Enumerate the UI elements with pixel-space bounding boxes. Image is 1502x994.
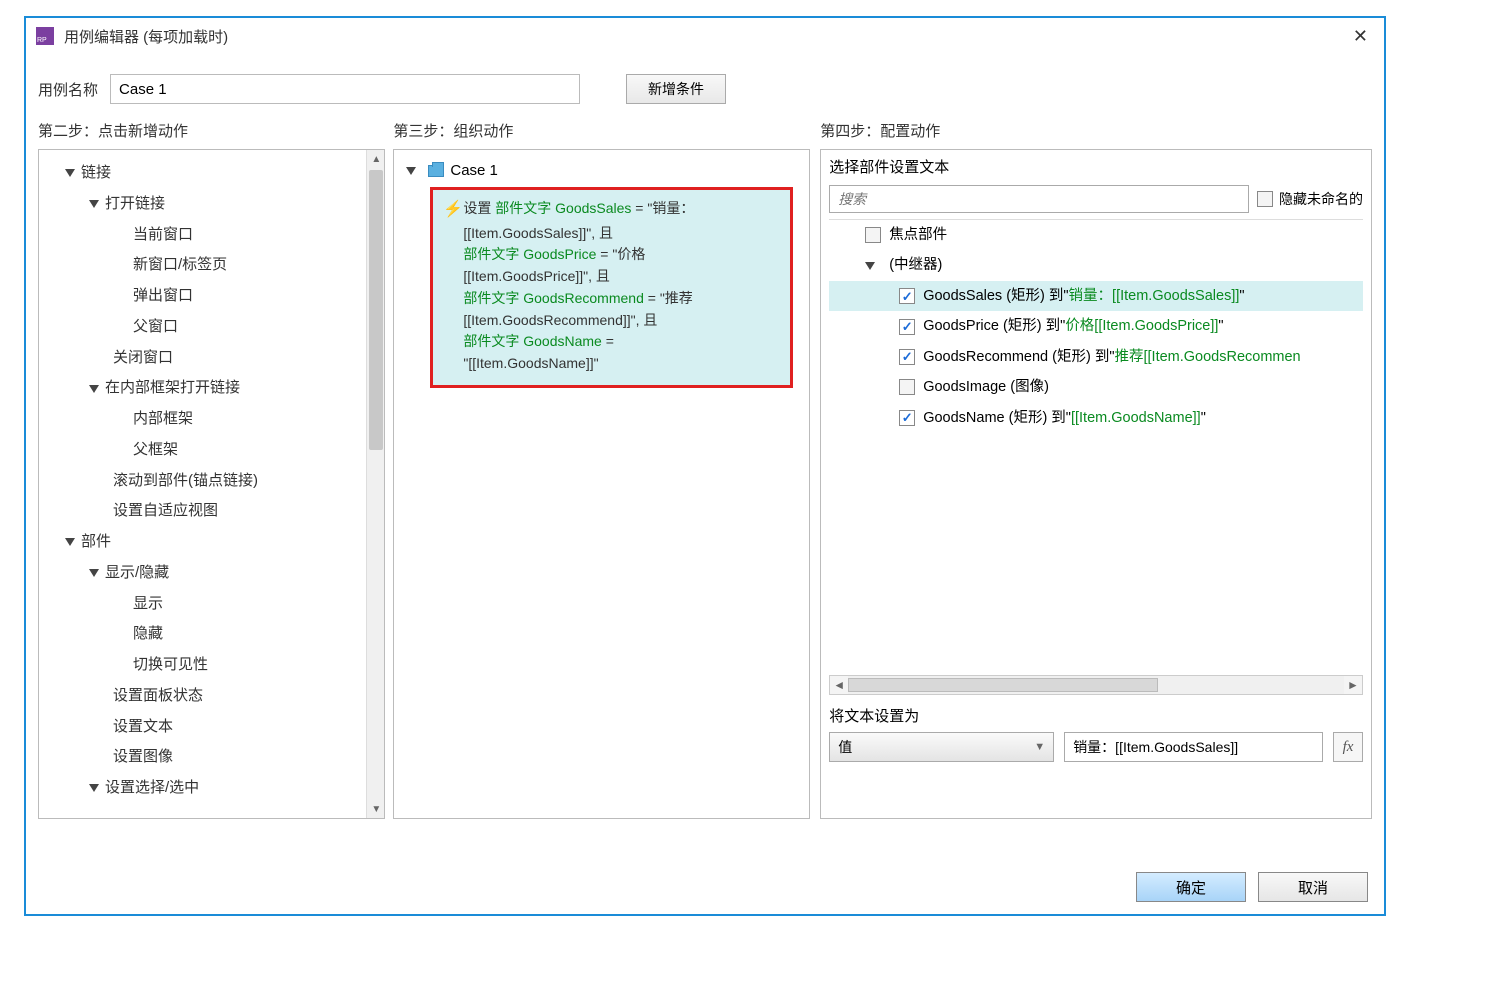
- actions-panel: 链接 打开链接 当前窗口 新窗口/标签页 弹出窗口 父窗口 关闭窗口 在内部框架…: [38, 149, 385, 819]
- close-icon[interactable]: ✕: [1347, 26, 1374, 47]
- checkbox-icon[interactable]: [1257, 191, 1273, 207]
- widget-row-repeater[interactable]: (中继器): [829, 250, 1363, 280]
- tree-open-in-frame[interactable]: 在内部框架打开链接: [45, 373, 378, 404]
- case-name: Case 1: [450, 162, 498, 179]
- fx-button[interactable]: fx: [1333, 732, 1363, 762]
- title-bar: RP 用例编辑器 (每项加载时) ✕: [26, 18, 1384, 54]
- tree-show-hide[interactable]: 显示/隐藏: [45, 558, 378, 589]
- scrollbar-horizontal[interactable]: ◄ ►: [829, 675, 1363, 695]
- case-name-label: 用例名称: [38, 79, 98, 100]
- checkbox-icon[interactable]: [899, 349, 915, 365]
- chevron-down-icon: [65, 169, 75, 177]
- tree-close-window[interactable]: 关闭窗口: [45, 343, 378, 374]
- tree-set-selected[interactable]: 设置选择/选中: [45, 773, 378, 804]
- cancel-button[interactable]: 取消: [1258, 872, 1368, 902]
- checkbox-icon[interactable]: [899, 379, 915, 395]
- checkbox-icon[interactable]: [899, 288, 915, 304]
- tree-set-panel-state[interactable]: 设置面板状态: [45, 681, 378, 712]
- bolt-icon: ⚡: [443, 198, 457, 223]
- organize-panel: Case 1 ⚡ 设置 部件文字 GoodsSales = "销量： [[Ite…: [393, 149, 810, 819]
- step2-header: 第二步：点击新增动作: [38, 120, 385, 149]
- case-name-row: 用例名称 新增条件: [26, 54, 1384, 120]
- search-input[interactable]: [829, 185, 1249, 213]
- widget-row-goodsrecommend[interactable]: GoodsRecommend (矩形) 到"推荐[[Item.GoodsReco…: [829, 342, 1363, 372]
- tree-open-link[interactable]: 打开链接: [45, 189, 378, 220]
- scrollbar-vertical[interactable]: ▲ ▼: [366, 150, 384, 818]
- tree-hide[interactable]: 隐藏: [45, 619, 378, 650]
- scroll-thumb[interactable]: [848, 678, 1158, 692]
- chevron-down-icon: [89, 569, 99, 577]
- tree-set-image[interactable]: 设置图像: [45, 742, 378, 773]
- scroll-right-icon[interactable]: ►: [1344, 678, 1362, 692]
- case-name-input[interactable]: [110, 74, 580, 104]
- step4-header: 第四步：配置动作: [820, 120, 1372, 149]
- step3-header: 第三步：组织动作: [393, 120, 810, 149]
- tree-parent-frame[interactable]: 父框架: [45, 435, 378, 466]
- chevron-down-icon: [89, 385, 99, 393]
- scroll-up-icon[interactable]: ▲: [371, 154, 381, 164]
- chevron-down-icon: [65, 538, 75, 546]
- widget-row-goodssales[interactable]: GoodsSales (矩形) 到"销量：[[Item.GoodsSales]]…: [829, 281, 1363, 311]
- tree-show[interactable]: 显示: [45, 589, 378, 620]
- scroll-down-icon[interactable]: ▼: [371, 804, 381, 814]
- new-condition-button[interactable]: 新增条件: [626, 74, 726, 104]
- checkbox-icon[interactable]: [899, 319, 915, 335]
- widget-row-goodsimage[interactable]: GoodsImage (图像): [829, 372, 1363, 402]
- app-icon: RP: [36, 27, 54, 45]
- tree-inner-frame[interactable]: 内部框架: [45, 404, 378, 435]
- tree-toggle-vis[interactable]: 切换可见性: [45, 650, 378, 681]
- widget-row-goodsname[interactable]: GoodsName (矩形) 到"[[Item.GoodsName]]": [829, 403, 1363, 433]
- tree-current-window[interactable]: 当前窗口: [45, 220, 378, 251]
- checkbox-icon[interactable]: [865, 227, 881, 243]
- chevron-down-icon: ▼: [1034, 741, 1045, 753]
- tree-popup-window[interactable]: 弹出窗口: [45, 281, 378, 312]
- chevron-down-icon: [89, 200, 99, 208]
- tree-set-text[interactable]: 设置文本: [45, 712, 378, 743]
- config-panel: 选择部件设置文本 隐藏未命名的 焦点部件 (中继器): [820, 149, 1372, 819]
- tree-scroll-to-widget[interactable]: 滚动到部件(锚点链接): [45, 466, 378, 497]
- value-text-input[interactable]: [1064, 732, 1323, 762]
- tree-links[interactable]: 链接: [45, 158, 378, 189]
- case-icon: [428, 165, 444, 177]
- widget-row-focus[interactable]: 焦点部件: [829, 220, 1363, 250]
- scroll-thumb[interactable]: [369, 170, 383, 450]
- case-editor-dialog: RP 用例编辑器 (每项加载时) ✕ 用例名称 新增条件 第二步：点击新增动作 …: [24, 16, 1386, 916]
- tree-parent-window[interactable]: 父窗口: [45, 312, 378, 343]
- checkbox-icon[interactable]: [899, 410, 915, 426]
- tree-new-window-tab[interactable]: 新窗口/标签页: [45, 250, 378, 281]
- tree-set-adaptive[interactable]: 设置自适应视图: [45, 496, 378, 527]
- tree-widgets[interactable]: 部件: [45, 527, 378, 558]
- hide-unnamed-toggle[interactable]: 隐藏未命名的: [1257, 189, 1363, 209]
- config-title: 选择部件设置文本: [821, 150, 1371, 185]
- chevron-down-icon: [865, 262, 875, 270]
- chevron-down-icon: [89, 784, 99, 792]
- action-tree: 链接 打开链接 当前窗口 新窗口/标签页 弹出窗口 父窗口 关闭窗口 在内部框架…: [45, 158, 378, 804]
- widget-list: 焦点部件 (中继器) GoodsSales (矩形) 到"销量：[[Item.G…: [829, 219, 1363, 669]
- widget-row-goodsprice[interactable]: GoodsPrice (矩形) 到"价格[[Item.GoodsPrice]]": [829, 311, 1363, 341]
- dialog-footer: 确定 取消: [1136, 872, 1368, 902]
- value-type-select[interactable]: 值 ▼: [829, 732, 1054, 762]
- scroll-left-icon[interactable]: ◄: [830, 678, 848, 692]
- case-row[interactable]: Case 1: [400, 158, 803, 183]
- ok-button[interactable]: 确定: [1136, 872, 1246, 902]
- action-block[interactable]: ⚡ 设置 部件文字 GoodsSales = "销量： [[Item.Goods…: [430, 187, 793, 388]
- chevron-down-icon: [406, 167, 416, 175]
- window-title: 用例编辑器 (每项加载时): [64, 26, 1347, 47]
- set-text-to-label: 将文本设置为: [821, 695, 1371, 732]
